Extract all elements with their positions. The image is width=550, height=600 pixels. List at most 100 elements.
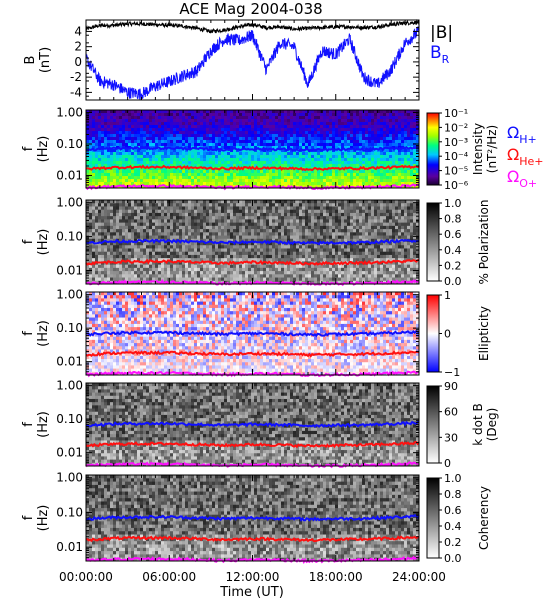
colorbar-tick-label: 0.4: [444, 244, 462, 257]
colorbar-tick-label: 10⁻³: [444, 136, 468, 149]
colorbar-unit: (Deg): [485, 408, 499, 442]
y-axis-label: f: [21, 239, 36, 244]
gyrofrequency-line-heplus: [86, 535, 420, 543]
gyrofrequency-line-heplus: [85, 258, 420, 266]
y-axis-unit: (Hz): [36, 229, 51, 256]
gyrofrequency-line-hplus: [85, 420, 420, 428]
colorbar-tick-label: 0: [444, 457, 451, 470]
colorbar: [426, 112, 440, 186]
colorbar-tick-label: 10⁻⁴: [444, 150, 469, 163]
y-tick-label: 4: [74, 24, 82, 38]
legend-b-radial-subscript: R: [442, 53, 450, 66]
legend-b-magnitude: |B|: [430, 23, 453, 43]
colorbar-unit: (nT²/Hz): [485, 125, 499, 173]
y-axis-unit: (Hz): [36, 411, 51, 438]
y-tick-label: 1.00: [56, 105, 83, 119]
gyrofrequency-line-heplus: [85, 441, 420, 449]
colorbar-tick-label: 10⁻⁵: [444, 165, 468, 178]
y-axis-unit: (Hz): [36, 505, 51, 532]
colorbar-label: k dot B: [471, 403, 485, 445]
y-tick-label: 0.01: [56, 168, 83, 182]
spectrogram-panel-5: 1.00 0.10 0.01 f (Hz) 1.0 0.8 0.6 0.4 0.2 0.0 Coher…: [21, 471, 491, 565]
x-tick-label: 06:00:00: [142, 570, 196, 584]
gyrofrequency-line-hplus: [85, 514, 420, 522]
chart-title: ACE Mag 2004-038: [179, 0, 322, 18]
x-axis-label: Time (UT): [219, 585, 284, 600]
x-tick-label: 12:00:00: [226, 570, 280, 584]
colorbar-tick-label: 0.6: [444, 504, 462, 517]
y-tick-label: 0.01: [56, 264, 83, 278]
y-axis-unit: (Hz): [36, 320, 51, 347]
spectrogram-panel-2: 1.00 0.10 0.01 f (Hz) 1.0 0.8 0.6 0.4 0.2 0.0 % Pol…: [21, 196, 491, 288]
colorbar-tick-label: 0.8: [444, 488, 462, 501]
colorbar-label: Coherency: [477, 486, 491, 550]
x-tick-label: 24:00:00: [392, 570, 446, 584]
gyrofrequency-line-heplus: [85, 350, 420, 358]
y-tick-label: 0.01: [56, 540, 83, 554]
colorbar-tick-label: 90: [444, 380, 458, 393]
y-tick-label: 0.10: [56, 412, 83, 426]
series-line-b-radial: [85, 26, 420, 100]
colorbar-tick-label: 0.4: [444, 520, 462, 533]
colorbar: [426, 385, 440, 464]
y-axis-label: f: [21, 515, 36, 520]
colorbar-tick-label: 0.2: [444, 259, 462, 272]
colorbar: [426, 294, 440, 373]
gyrofrequency-line-heplus: [85, 164, 420, 172]
colorbar-label: Ellipticity: [477, 306, 491, 361]
colorbar-label: % Polarization: [477, 200, 491, 285]
x-tick-labels: 00:00:00 06:00:00 12:00:00 18:00:00 24:00:00: [59, 570, 446, 584]
legend-hplus: ΩH+: [507, 123, 537, 146]
panels-layer: 420-2-4B (nT)|B|BR1.000.100.01f (Hz)10⁻¹10…: [21, 19, 544, 584]
spectrogram-panel-3: 1.00 0.10 0.01 f (Hz) 1 0 −1 Ellipticity: [21, 288, 491, 379]
spectrogram-texture: [86, 110, 420, 189]
legend-heplus: ΩHe+: [507, 145, 544, 168]
magnetic-field-panel: 4 20-2-4 B (nT) |B|BR: [23, 19, 453, 101]
colorbar-tick-label: 0.0: [444, 552, 462, 565]
legend-oplus: ΩO+: [507, 167, 537, 190]
gyrofrequency-line-hplus: [85, 145, 420, 153]
colorbar-tick-label: 0.2: [444, 536, 462, 549]
gyrofrequency-line-hplus: [85, 238, 420, 246]
colorbar-tick-label: 0.0: [444, 275, 462, 288]
colorbar: [426, 477, 440, 559]
y-tick-label: -4: [70, 85, 82, 99]
colorbar-tick-label: 1.0: [444, 472, 462, 485]
x-tick-label: 18:00:00: [309, 570, 363, 584]
colorbar-tick-label: −1: [444, 366, 460, 379]
y-tick-label: 0.10: [56, 137, 83, 151]
colorbar-tick-label: 10⁻²: [444, 121, 468, 134]
y-tick-label: 0.10: [56, 505, 83, 519]
legend-subscript: He+: [519, 155, 543, 168]
legend-b-radial: BR: [430, 43, 450, 66]
y-tick-label: 1.00: [56, 196, 83, 210]
y-tick-label: 1.00: [56, 288, 83, 302]
y-tick-label: 0.01: [56, 355, 83, 369]
y-axis-unit: (Hz): [36, 136, 51, 163]
y-axis-label: f: [21, 331, 36, 336]
y-tick-label: -2: [70, 70, 82, 84]
colorbar-tick-label: 0: [444, 328, 451, 341]
y-axis-label: B: [23, 56, 38, 65]
legend-subscript: H+: [519, 133, 537, 146]
colorbar-tick-label: 0.8: [444, 213, 462, 226]
spectrogram-panel-1: 1.00 0.10 0.01 f (Hz) 10⁻¹10⁻² 10⁻³10⁻⁴ 10⁻⁵10⁻…: [21, 105, 499, 192]
colorbar-tick-label: 1: [444, 289, 451, 302]
colorbar-tick-label: 0.6: [444, 228, 462, 241]
y-tick-label: 1.00: [56, 471, 83, 485]
spectrogram-texture: [86, 292, 420, 376]
colorbar: [426, 202, 440, 282]
gyrofrequency-legend: ΩH+ΩHe+ΩO+: [507, 123, 544, 190]
gyrofrequency-line-hplus: [85, 329, 420, 338]
y-tick-label: 0.01: [56, 446, 83, 460]
y-tick-label: 0.10: [56, 321, 83, 335]
colorbar-tick-label: 10⁻¹: [444, 107, 468, 120]
legend-subscript: O+: [519, 177, 537, 190]
y-tick-label: 1.00: [56, 379, 83, 393]
y-tick-label: 0.10: [56, 230, 83, 244]
colorbar-label: Intensity: [471, 123, 485, 175]
y-tick-label: 0: [74, 55, 82, 69]
colorbar-tick-label: 60: [444, 406, 458, 419]
y-tick-label: 2: [74, 40, 82, 54]
